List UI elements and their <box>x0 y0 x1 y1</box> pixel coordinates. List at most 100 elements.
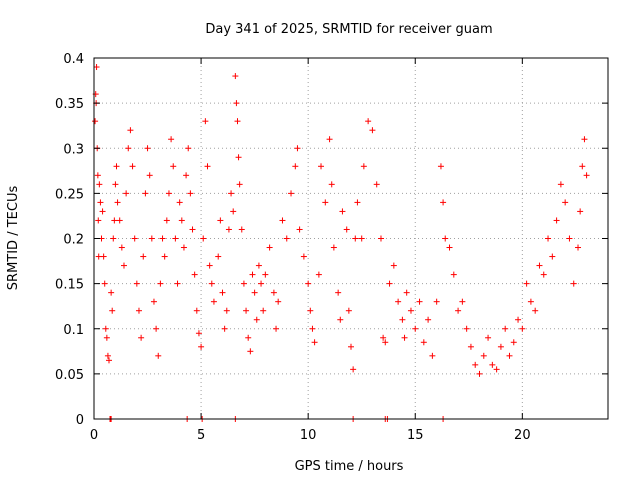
data-point <box>92 118 99 125</box>
data-point <box>243 307 250 314</box>
x-tick-label: 10 <box>300 428 317 443</box>
data-point <box>146 172 153 179</box>
data-point <box>219 289 226 296</box>
data-point <box>108 289 115 296</box>
data-point <box>328 181 335 188</box>
data-point <box>390 262 397 269</box>
data-point <box>153 325 160 332</box>
data-point <box>111 217 118 224</box>
data-point <box>223 307 230 314</box>
data-point <box>262 271 269 278</box>
data-point <box>296 226 303 233</box>
data-point <box>502 325 509 332</box>
data-point <box>446 244 453 251</box>
y-tick-label: 0.35 <box>55 97 84 112</box>
data-point <box>144 145 151 152</box>
data-point <box>138 334 145 341</box>
data-point <box>161 253 168 260</box>
data-point <box>187 190 194 197</box>
data-point <box>562 199 569 206</box>
data-point <box>140 253 147 260</box>
data-point <box>425 316 432 323</box>
y-tick-label: 0.1 <box>63 323 84 338</box>
data-point <box>343 226 350 233</box>
data-point <box>440 199 447 206</box>
data-point <box>292 163 299 170</box>
data-point <box>174 280 181 287</box>
data-point <box>288 190 295 197</box>
data-point <box>358 235 365 242</box>
data-point <box>540 271 547 278</box>
y-axis-title: SRMTID / TECUs <box>6 186 21 291</box>
chart-title: Day 341 of 2025, SRMTID for receiver gua… <box>205 22 492 37</box>
data-point <box>165 190 172 197</box>
y-tick-label: 0.3 <box>63 142 84 157</box>
data-point <box>575 244 582 251</box>
data-point <box>183 172 190 179</box>
y-tick-label: 0.2 <box>63 233 84 248</box>
data-point <box>401 334 408 341</box>
data-point <box>225 226 232 233</box>
data-point <box>377 235 384 242</box>
data-point <box>206 262 213 269</box>
data-point <box>114 199 121 206</box>
data-point <box>125 145 132 152</box>
data-point <box>266 244 273 251</box>
data-point <box>236 181 243 188</box>
data-point <box>279 217 286 224</box>
data-point <box>210 298 217 305</box>
data-point <box>228 190 235 197</box>
data-point <box>579 163 586 170</box>
data-point <box>352 235 359 242</box>
data-point <box>118 244 125 251</box>
data-point <box>232 73 239 80</box>
data-point <box>131 235 138 242</box>
data-point <box>208 280 215 287</box>
data-point <box>112 181 119 188</box>
data-point <box>318 163 325 170</box>
data-point <box>235 154 242 161</box>
data-point <box>348 343 354 350</box>
x-tick-label: 15 <box>407 428 424 443</box>
data-point <box>195 330 202 337</box>
data-point <box>113 163 120 170</box>
data-point <box>506 352 513 359</box>
data-point <box>270 289 277 296</box>
data-point <box>102 325 109 332</box>
data-point <box>326 136 333 143</box>
data-point <box>337 316 344 323</box>
data-point <box>527 298 534 305</box>
data-point <box>170 163 177 170</box>
x-tick-label: 5 <box>197 428 205 443</box>
data-point <box>553 217 560 224</box>
data-point <box>369 127 376 134</box>
data-point <box>549 253 556 260</box>
data-points <box>92 64 590 422</box>
data-point <box>403 289 410 296</box>
x-axis-title: GPS time / hours <box>295 459 404 474</box>
data-point <box>395 298 402 305</box>
data-point <box>463 325 470 332</box>
data-point <box>185 145 192 152</box>
data-point <box>120 262 127 269</box>
y-tick-label: 0.05 <box>55 368 84 383</box>
data-point <box>142 190 149 197</box>
data-point <box>570 280 577 287</box>
data-point <box>104 352 111 359</box>
data-point <box>163 217 170 224</box>
y-tick-label: 0.15 <box>55 278 84 293</box>
data-point <box>519 325 526 332</box>
data-point <box>101 280 108 287</box>
data-point <box>307 307 314 314</box>
data-point <box>247 348 254 355</box>
data-point <box>386 280 393 287</box>
data-point <box>157 280 164 287</box>
data-point <box>450 271 457 278</box>
data-point <box>330 244 337 251</box>
data-point <box>305 280 312 287</box>
data-point <box>258 280 265 287</box>
data-point <box>577 208 584 215</box>
data-point <box>493 366 500 373</box>
y-tick-label: 0 <box>76 413 84 428</box>
